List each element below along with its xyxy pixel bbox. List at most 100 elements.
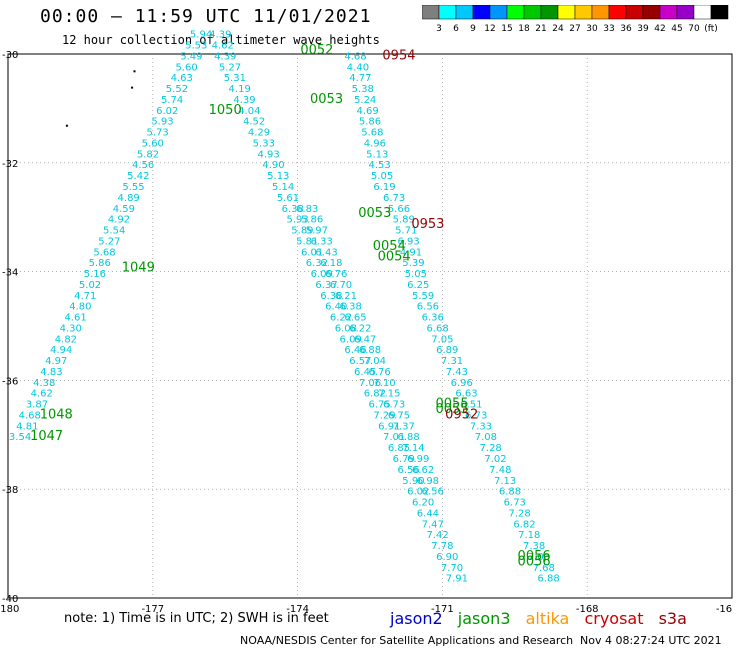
wave-height-value: 5.05 (405, 269, 427, 280)
color-scale-label: 30 (586, 24, 598, 34)
wave-height-value: 4.83 (40, 367, 62, 378)
wave-height-value: 6.51 (460, 400, 482, 411)
y-tick-label: -30 (2, 50, 18, 61)
wave-height-value: 5.05 (371, 171, 393, 182)
wave-height-value: 7.02 (484, 454, 506, 465)
pass-time-label: 1050 (209, 103, 242, 118)
wave-height-value: 5.55 (122, 182, 144, 193)
wave-height-value: 7.38 (523, 541, 545, 552)
pass-time-label: 0054 (378, 250, 411, 265)
wave-height-value: 6.85 (388, 443, 410, 454)
wave-height-value: 4.81 (16, 421, 38, 432)
wave-height-value: 7.68 (533, 563, 555, 574)
wave-height-value: 6.88 (499, 487, 521, 498)
wave-height-value: 6.43 (315, 247, 337, 258)
x-tick-label: -180 (0, 604, 19, 615)
color-scale-label: 45 (671, 24, 682, 34)
wave-height-value: 6.25 (407, 280, 429, 291)
pass-time-label: 0053 (310, 92, 343, 107)
wave-height-value: 4.89 (118, 193, 140, 204)
wave-height-value: 6.75 (388, 410, 410, 421)
wave-height-value: 7.15 (378, 389, 400, 400)
wave-height-value: 5.02 (79, 280, 101, 291)
wave-height-value: 4.80 (69, 302, 91, 313)
wave-height-value: 4.97 (45, 356, 67, 367)
color-scale-label: 18 (518, 24, 530, 34)
wave-height-value: 5.97 (306, 226, 328, 237)
y-tick-label: -34 (2, 268, 18, 279)
x-tick-label: -168 (576, 604, 599, 615)
wave-height-value: 6.56 (397, 465, 419, 476)
wave-height-value: 5.39 (402, 258, 424, 269)
page-title: 00:00 – 11:59 UTC 11/01/2021 (40, 6, 372, 27)
wave-height-value: 7.14 (402, 443, 424, 454)
wave-height-value: 5.14 (272, 182, 294, 193)
pass-time-label: 0056 (518, 554, 551, 569)
wave-height-value: 4.59 (113, 204, 135, 215)
color-scale-label: 6 (453, 24, 459, 34)
x-tick-label: -177 (141, 604, 164, 615)
color-scale-label: 70 (688, 24, 700, 34)
y-tick-label: -36 (2, 376, 18, 387)
wave-height-value: 7.47 (422, 519, 444, 530)
wave-height-value: 4.68 (344, 51, 366, 62)
wave-height-value: 5.13 (267, 171, 289, 182)
wave-height-value: 6.37 (315, 280, 337, 291)
x-tick-label: -171 (431, 604, 454, 615)
pass-time-label: 1049 (122, 261, 155, 276)
pass-time-label: 0053 (358, 206, 391, 221)
wave-height-value: 6.46 (344, 345, 366, 356)
pass-time-label: 0954 (382, 48, 415, 63)
wave-height-value: 7.42 (426, 530, 448, 541)
credit-line: NOAA/NESDIS Center for Satellite Applica… (240, 634, 574, 647)
wave-height-value: 6.36 (422, 313, 444, 324)
wave-height-value: 6.47 (354, 334, 376, 345)
wave-height-value: 5.60 (175, 62, 197, 73)
wave-height-value: 5.94 (190, 30, 212, 41)
pass-time-label: 0953 (411, 217, 444, 232)
wave-height-value: 6.63 (455, 389, 477, 400)
wave-height-value: 6.73 (383, 193, 405, 204)
wave-height-value: 4.62 (212, 41, 234, 52)
wave-height-value: 7.91 (446, 574, 468, 585)
wave-height-value: 4.63 (171, 73, 193, 84)
wave-height-value: 6.73 (383, 400, 405, 411)
color-scale-label: 24 (552, 24, 564, 34)
satellite-legend: jason2 jason3 altika cryosat s3a (390, 609, 697, 628)
wave-height-value: 6.89 (436, 345, 458, 356)
island-marker (65, 124, 68, 127)
wave-height-value: 4.96 (364, 138, 386, 149)
wave-height-value: 4.71 (74, 291, 96, 302)
wave-height-value: 4.56 (132, 160, 154, 171)
credit-timestamp: Nov 4 08:27:24 UTC 2021 (580, 634, 722, 647)
wave-height-value: 5.74 (161, 95, 183, 106)
color-scale-label: 33 (603, 24, 614, 34)
wave-height-value: 5.82 (137, 149, 159, 160)
y-tick-label: -32 (2, 159, 18, 170)
units-note: note: 1) Time is in UTC; 2) SWH is in fe… (64, 611, 329, 626)
pass-time-label: 0054 (373, 239, 406, 254)
pass-time-label: 1047 (30, 429, 63, 444)
wave-height-value: 7.08 (475, 432, 497, 443)
wave-height-value: 4.94 (50, 345, 72, 356)
y-tick-label: -38 (2, 485, 18, 496)
wave-height-value: 6.75 (369, 400, 391, 411)
wave-height-value: 6.83 (296, 204, 318, 215)
wave-height-value: 7.04 (364, 356, 386, 367)
wave-height-value: 7.05 (431, 334, 453, 345)
wave-height-value: 6.19 (373, 182, 395, 193)
wave-height-value: 7.18 (518, 530, 540, 541)
wave-height-value: 6.70 (330, 280, 352, 291)
wave-height-value: 6.90 (436, 552, 458, 563)
wave-height-value: 5.27 (219, 62, 241, 73)
wave-height-value: 4.39 (209, 30, 231, 41)
color-scale-label: 39 (637, 24, 649, 34)
wave-height-value: 4.82 (55, 334, 77, 345)
color-scale-label: 15 (501, 24, 512, 34)
wave-height-value: 6.96 (451, 378, 473, 389)
wave-height-value: 5.73 (146, 128, 168, 139)
wave-height-value: 4.61 (64, 313, 86, 324)
wave-height-value: 7.28 (480, 443, 502, 454)
wave-height-value: 6.01 (301, 247, 323, 258)
